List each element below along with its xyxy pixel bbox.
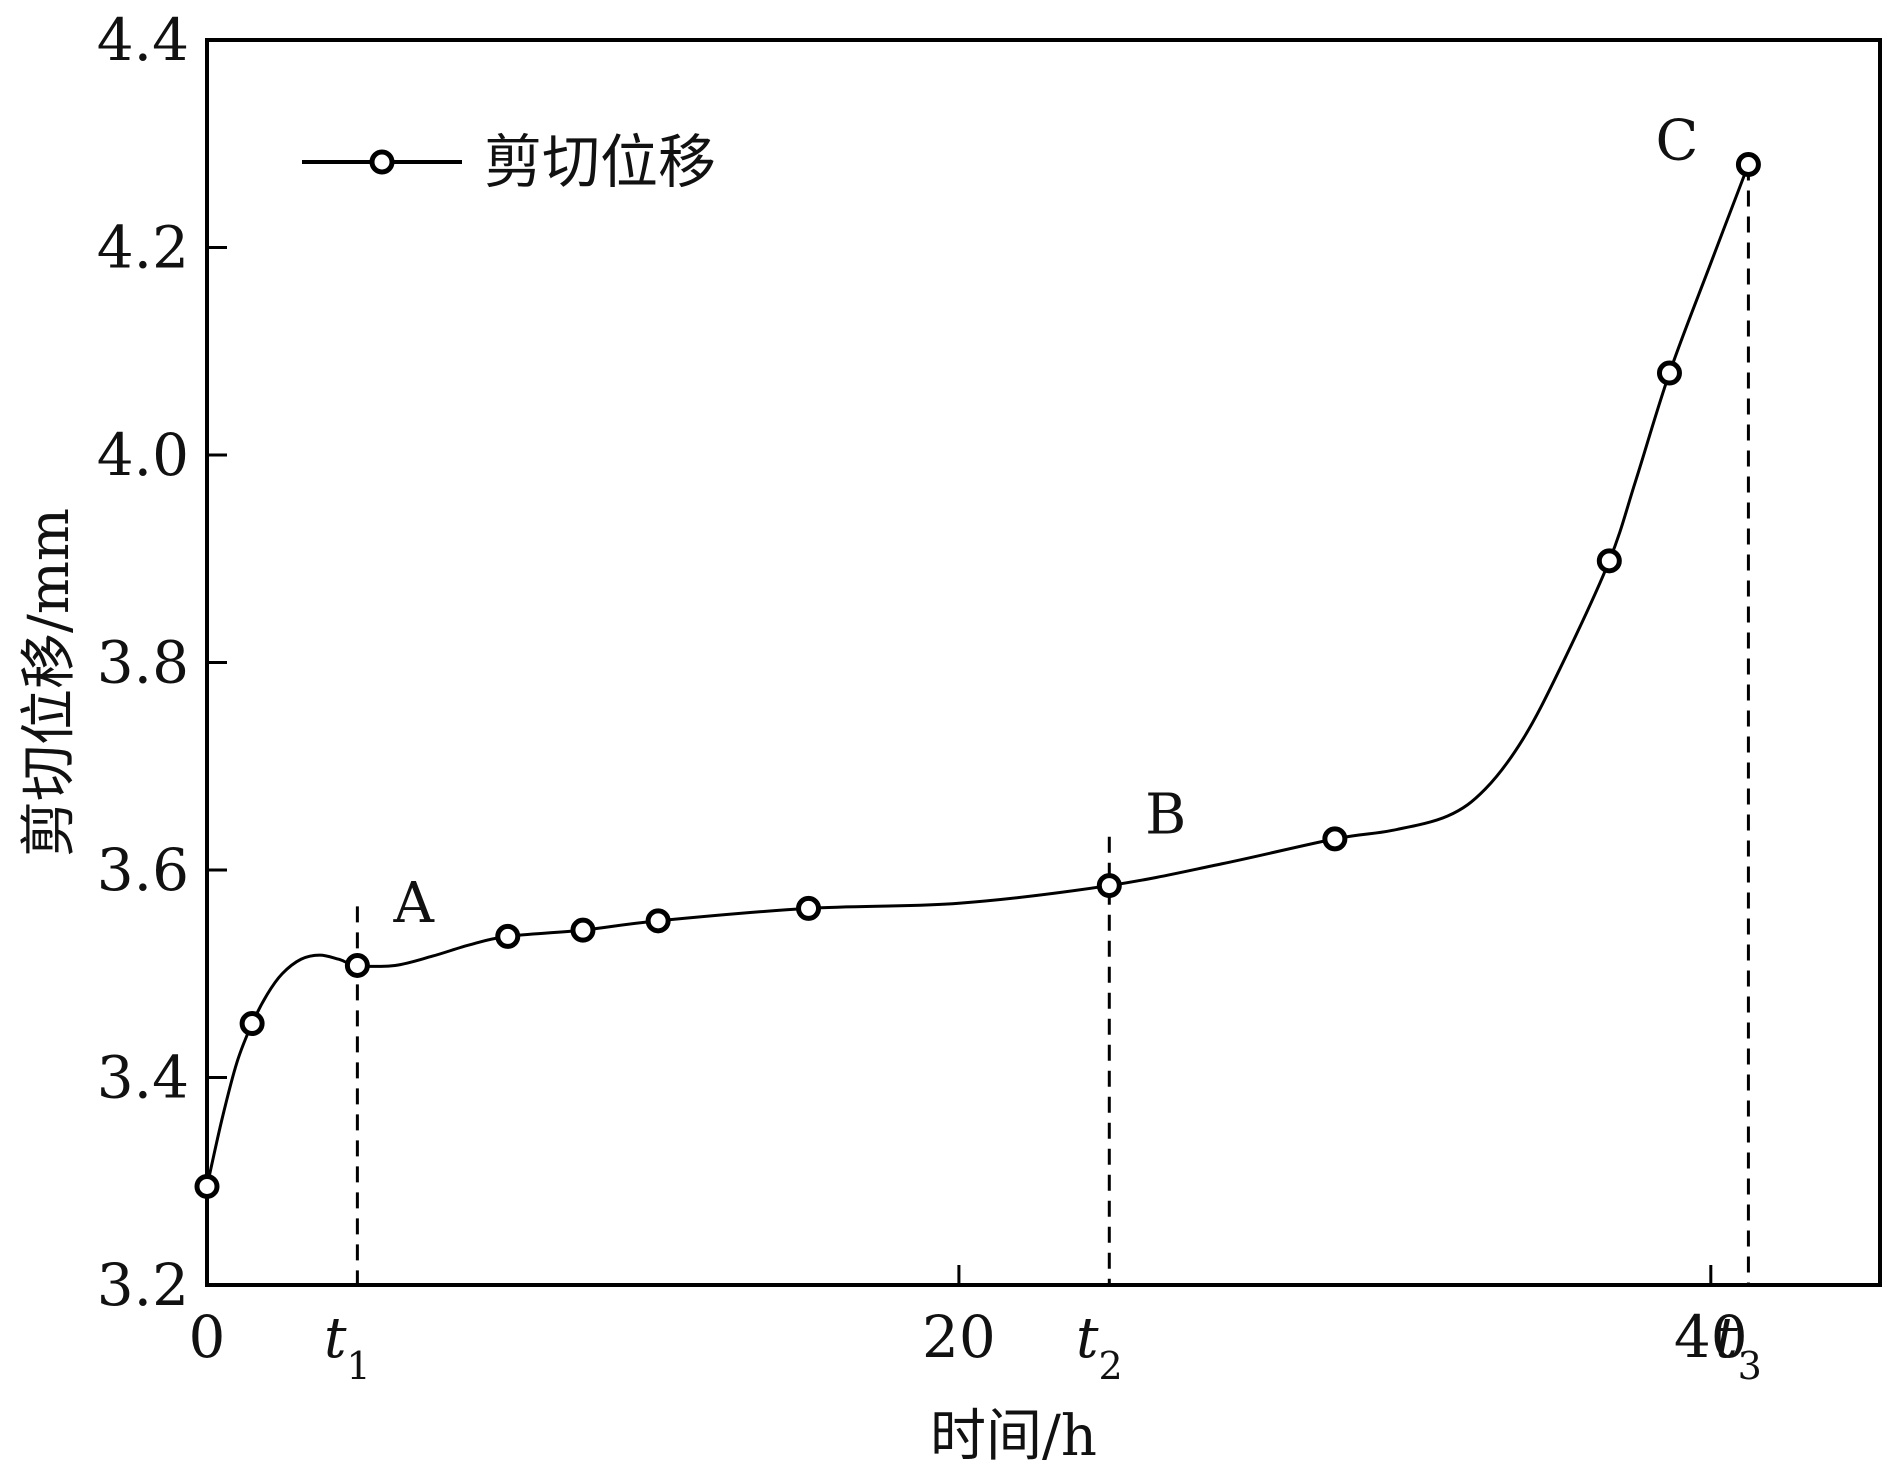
y-axis-title: 剪切位移/mm [17, 508, 82, 857]
x-axis-title: 时间/h [930, 1404, 1097, 1469]
y-tick-label: 3.4 [97, 1044, 189, 1112]
x-tick-label: 0 [189, 1303, 226, 1371]
data-point [1096, 873, 1122, 899]
data-point [645, 908, 671, 934]
time-marker-label-t3: t3 [1715, 1306, 1762, 1388]
y-tick-label: 4.0 [97, 421, 189, 489]
data-point [344, 952, 370, 978]
legend-marker [369, 149, 395, 175]
y-tick-label: 3.2 [97, 1251, 189, 1319]
time-marker-subscript: 3 [1738, 1344, 1762, 1388]
time-marker-label-t2: t2 [1076, 1306, 1123, 1388]
x-tick-label: 40 [1674, 1303, 1748, 1371]
time-marker-symbol: t [1715, 1306, 1738, 1371]
data-point [1656, 360, 1682, 386]
time-marker-symbol: t [1076, 1306, 1099, 1371]
time-marker-label-t1: t1 [324, 1306, 371, 1388]
data-point [1735, 152, 1761, 177]
y-tick-label: 4.2 [97, 214, 189, 282]
legend: 剪切位移 [302, 128, 716, 196]
axes-layer: 0 20 40 3.2 3.4 3.6 3.8 4.0 4.2 4.4 时间/h 剪切位移/mm [17, 6, 1882, 1469]
data-point [194, 1173, 220, 1199]
data-point [239, 1011, 265, 1037]
y-tick-label: 3.8 [97, 629, 189, 697]
time-marker-subscript: 1 [347, 1344, 371, 1388]
data-point [796, 895, 822, 921]
legend-label: 剪切位移 [484, 128, 716, 196]
time-marker-symbol: t [324, 1306, 347, 1371]
data-point [1322, 826, 1348, 852]
x-tick-label: 20 [922, 1303, 996, 1371]
point-label-b: B [1145, 783, 1186, 848]
point-label-c: C [1656, 108, 1699, 173]
series-points-layer [194, 152, 1761, 1199]
data-point [1596, 548, 1622, 574]
point-label-a: A [393, 871, 435, 936]
data-point [495, 923, 521, 949]
time-marker-subscript: 2 [1098, 1344, 1122, 1388]
data-point [570, 917, 596, 943]
y-tick-label: 3.6 [97, 836, 189, 904]
y-tick-label: 4.4 [97, 6, 189, 74]
